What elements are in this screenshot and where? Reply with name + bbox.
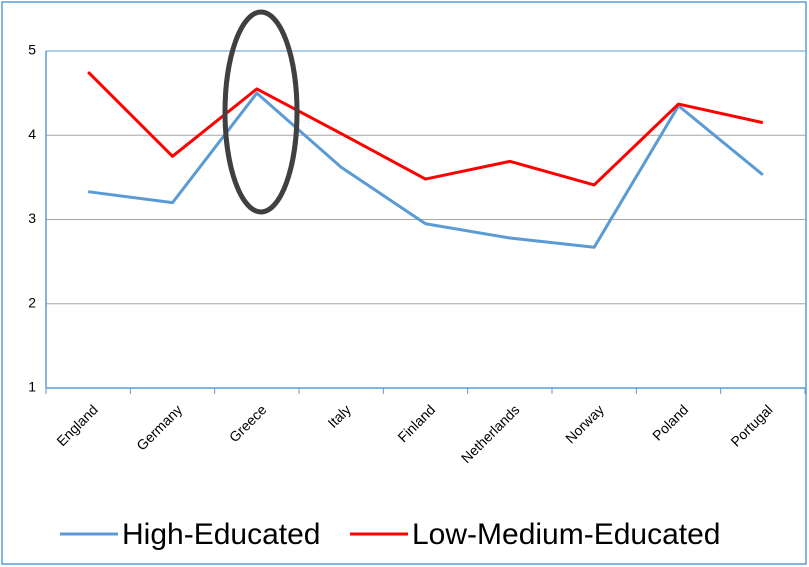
y-tick-label: 3 [28,210,36,226]
highlight-ellipse [222,9,300,215]
y-tick-label: 4 [28,126,36,142]
y-tick-label: 5 [28,42,36,58]
y-tick-label: 2 [28,294,36,310]
series-line [87,91,764,249]
series-line [87,71,764,187]
legend-label: High-Educated [122,518,320,551]
y-tick-label: 1 [28,379,36,395]
legend-label: Low-Medium-Educated [412,518,720,551]
